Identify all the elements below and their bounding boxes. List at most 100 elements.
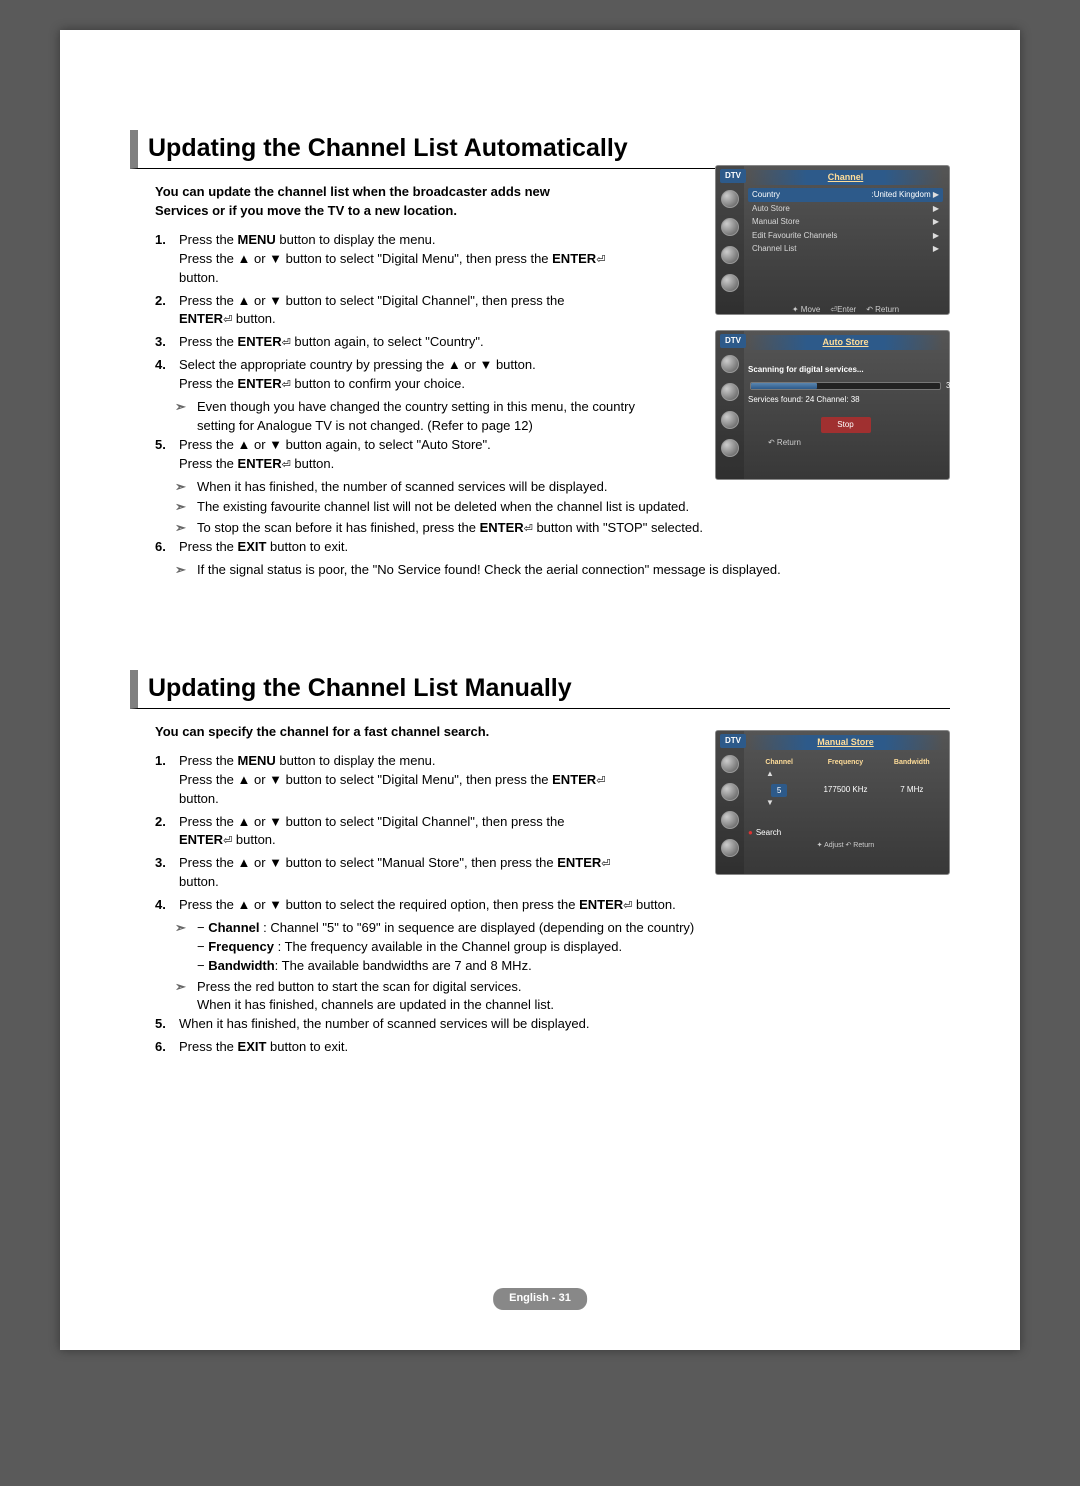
step-note: ➣Press the red button to start the scan …: [175, 978, 950, 1016]
step-body: Press the ▲ or ▼ button again, to select…: [179, 436, 615, 474]
osd-footer: ✦ Move ⏎Enter ↶ Return: [748, 256, 943, 316]
chevron-right-icon: ▶: [933, 244, 939, 253]
menu-row[interactable]: Edit Favourite Channels ▶: [748, 229, 943, 243]
step-body: Press the ▲ or ▼ button to select "Digit…: [179, 292, 615, 330]
osd-title: Channel: [748, 170, 943, 185]
menu-row[interactable]: Country:United Kingdom ▶: [748, 188, 943, 202]
up-arrow-icon[interactable]: ▲: [748, 768, 943, 780]
osd-main: DTV Channel Country:United Kingdom ▶Auto…: [744, 166, 949, 314]
menu-row[interactable]: Auto Store ▶: [748, 202, 943, 216]
note-text: Press the red button to start the scan f…: [197, 978, 554, 1016]
row-label: Auto Store: [752, 203, 790, 215]
step-num: 4.: [155, 896, 179, 915]
osd-channel-menu: DTV Channel Country:United Kingdom ▶Auto…: [715, 165, 950, 315]
nav-icon: [721, 383, 739, 401]
dtv-badge: DTV: [720, 334, 746, 348]
col-bandwidth: Bandwidth: [881, 758, 943, 768]
note-text: Even though you have changed the country…: [197, 398, 635, 436]
osd-manual-store: DTV Manual Store Channel Frequency Bandw…: [715, 730, 950, 875]
note-arrow-icon: ➣: [175, 478, 197, 497]
enter-icon: [524, 520, 533, 535]
step: 3.Press the ENTER button again, to selec…: [155, 333, 615, 352]
note-arrow-icon: ➣: [175, 561, 197, 580]
page-footer: English - 31: [493, 1288, 587, 1310]
note-text: To stop the scan before it has finished,…: [197, 519, 703, 538]
osd3-footer: ✦ Adjust ↶ Return: [748, 841, 943, 851]
menu-row[interactable]: Channel List ▶: [748, 242, 943, 256]
col-frequency: Frequency: [814, 758, 876, 768]
channel-value[interactable]: 5: [771, 784, 787, 798]
step-body: Press the EXIT button to exit.: [179, 1038, 950, 1057]
enter-icon: [282, 334, 291, 349]
step-num: 4.: [155, 356, 179, 394]
frequency-value: 177500 KHz: [814, 784, 876, 798]
note-arrow-icon: ➣: [175, 398, 197, 436]
step-num: 6.: [155, 1038, 179, 1057]
note-arrow-icon: ➣: [175, 498, 197, 517]
step-num: 3.: [155, 333, 179, 352]
chevron-right-icon: ▶: [933, 217, 939, 226]
nav-icon: [721, 274, 739, 292]
step: 1.Press the MENU button to display the m…: [155, 752, 615, 809]
note-text: When it has finished, the number of scan…: [197, 478, 607, 497]
enter-icon: [282, 376, 291, 391]
note-arrow-icon: ➣: [175, 978, 197, 1016]
row-label: Channel List: [752, 243, 796, 255]
note-text: − Channel : Channel "5" to "69" in seque…: [197, 919, 694, 976]
search-button[interactable]: Search: [748, 827, 781, 839]
osd-title: Auto Store: [748, 335, 943, 350]
manual-values: 5 177500 KHz 7 MHz: [748, 784, 943, 798]
enter-icon: [601, 855, 610, 870]
stop-button[interactable]: Stop: [821, 417, 871, 433]
row-value: ▶: [933, 230, 939, 242]
step: 4.Press the ▲ or ▼ button to select the …: [155, 896, 950, 915]
step: 6.Press the EXIT button to exit.: [155, 538, 950, 557]
step-num: 5.: [155, 1015, 179, 1034]
step-body: Press the EXIT button to exit.: [179, 538, 950, 557]
progress-fill: [751, 383, 817, 389]
osd-main: DTV Auto Store Scanning for digital serv…: [744, 331, 949, 479]
step-note: ➣When it has finished, the number of sca…: [175, 478, 635, 497]
nav-icon: [721, 355, 739, 373]
nav-icon: [721, 246, 739, 264]
down-arrow-icon[interactable]: ▼: [748, 797, 943, 809]
osd-auto-store: DTV Auto Store Scanning for digital serv…: [715, 330, 950, 480]
osd-sidebar-icons: [716, 331, 744, 479]
section1-intro: You can update the channel list when the…: [155, 183, 595, 221]
menu-row[interactable]: Manual Store ▶: [748, 215, 943, 229]
section1-heading: Updating the Channel List Automatically: [130, 130, 950, 169]
step-body: Press the ENTER button again, to select …: [179, 333, 615, 352]
nav-icon: [721, 755, 739, 773]
step: 1.Press the MENU button to display the m…: [155, 231, 615, 288]
col-channel: Channel: [748, 758, 810, 768]
step-num: 1.: [155, 231, 179, 288]
note-arrow-icon: ➣: [175, 519, 197, 538]
move-hint: ✦ Move: [792, 304, 821, 316]
step-num: 2.: [155, 292, 179, 330]
return-hint: ↶ Return: [866, 304, 899, 316]
step-note: ➣Even though you have changed the countr…: [175, 398, 635, 436]
chevron-right-icon: ▶: [933, 190, 939, 199]
osd-title: Manual Store: [748, 735, 943, 750]
nav-icon: [721, 190, 739, 208]
nav-icon: [721, 811, 739, 829]
return-hint: ↶ Return: [748, 437, 943, 449]
chevron-right-icon: ▶: [933, 231, 939, 240]
osd-sidebar-icons: [716, 166, 744, 314]
step-num: 5.: [155, 436, 179, 474]
nav-icon: [721, 218, 739, 236]
note-text: If the signal status is poor, the "No Se…: [197, 561, 781, 580]
step-body: Press the MENU button to display the men…: [179, 752, 615, 809]
step-note: ➣To stop the scan before it has finished…: [175, 519, 950, 538]
step-num: 3.: [155, 854, 179, 892]
osd-main: DTV Manual Store Channel Frequency Bandw…: [744, 731, 949, 874]
enter-icon: [596, 251, 605, 266]
row-value: ▶: [933, 216, 939, 228]
step: 4.Select the appropriate country by pres…: [155, 356, 615, 394]
row-label: Edit Favourite Channels: [752, 230, 837, 242]
enter-icon: [596, 772, 605, 787]
note-text: The existing favourite channel list will…: [197, 498, 689, 517]
nav-icon: [721, 839, 739, 857]
row-value: ▶: [933, 203, 939, 215]
section2-intro: You can specify the channel for a fast c…: [155, 723, 595, 742]
